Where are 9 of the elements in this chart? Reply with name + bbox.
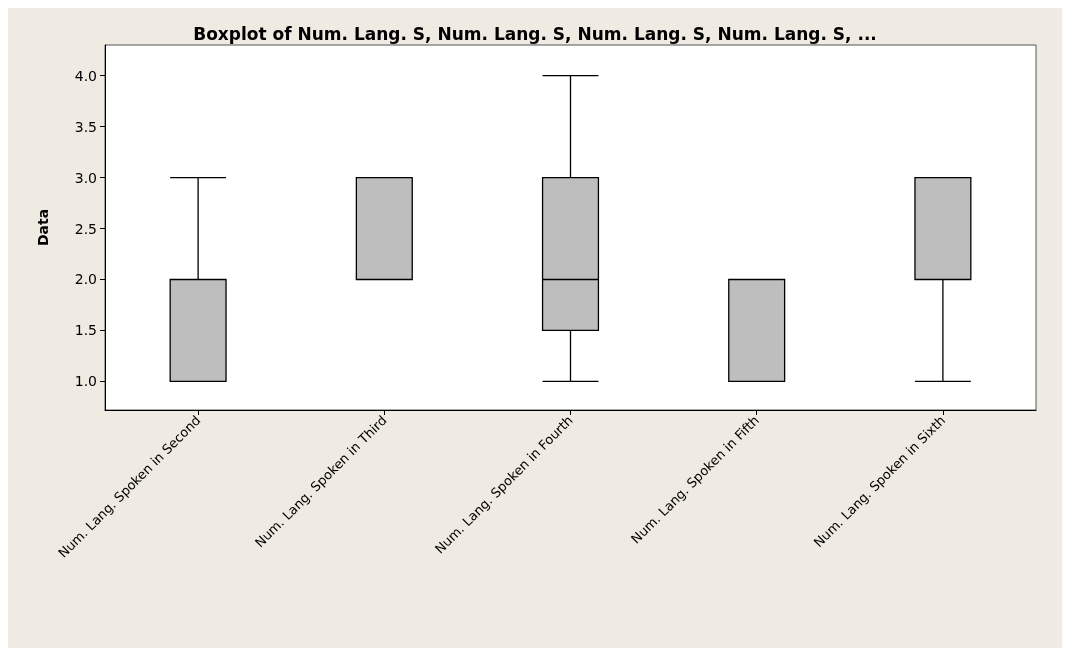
y-tick-label: 4.0 [74,67,97,84]
y-tick-label: 2.5 [74,220,97,237]
y-tick-label: 1.5 [74,322,97,339]
y-tick-label: 3.5 [74,118,97,135]
y-tick-label: 3.0 [74,169,97,186]
y-tick-label: 2.0 [74,271,97,288]
chart-title: Boxplot of Num. Lang. S, Num. Lang. S, Num. Lang. S, Num. Lang. S, ... [193,23,877,44]
y-axis-title: Data [35,208,51,247]
y-tick-label: 1.0 [74,373,97,390]
